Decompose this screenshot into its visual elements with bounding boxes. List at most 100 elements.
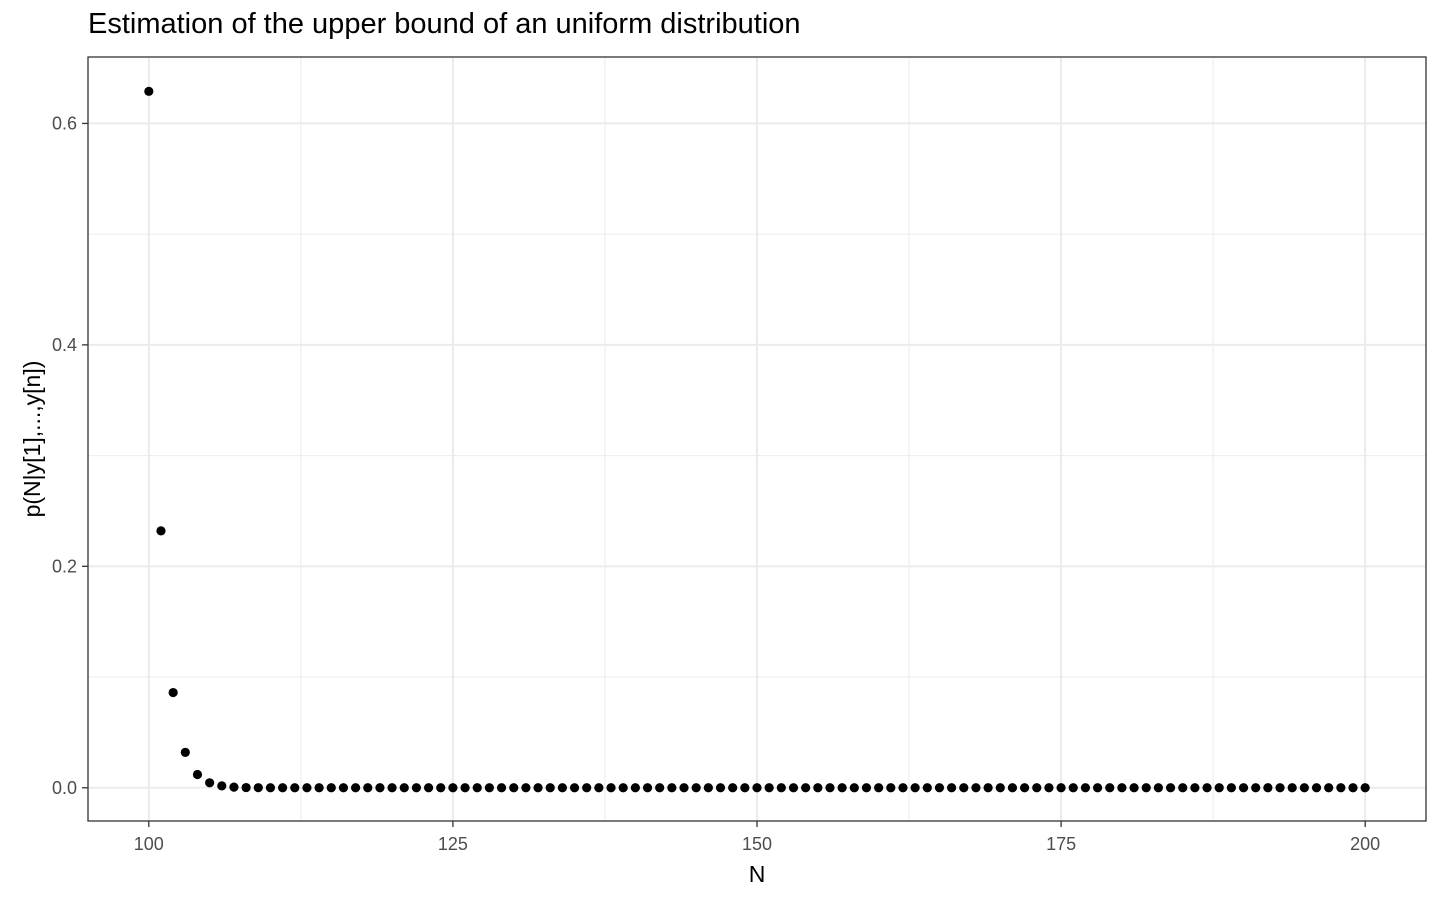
x-axis: 100 125 150 175 200 [134,821,1380,854]
data-point [290,783,300,793]
data-point [728,783,738,793]
data-point [1044,783,1054,793]
data-point [509,783,519,793]
data-point [642,783,653,793]
data-point [582,783,592,793]
data-point [922,783,932,793]
data-point [1032,783,1042,793]
data-point [606,783,616,793]
data-point [156,526,166,536]
data-point [971,783,981,793]
data-point [1165,783,1176,793]
data-point [934,783,945,793]
data-point [326,783,336,793]
data-point [1214,783,1224,793]
data-point [557,783,567,793]
y-tick-label: 0.4 [52,335,77,355]
data-point [898,783,908,793]
data-point [959,783,969,793]
data-point [691,783,701,793]
x-tick-label: 125 [438,834,468,854]
y-axis-title: p(N|y[1],...,y[n]) [19,361,45,518]
data-point [1299,783,1309,793]
data-point [801,783,811,793]
data-point [1178,783,1188,793]
data-point [1020,783,1030,793]
data-point [874,783,884,793]
data-point [752,783,762,793]
data-point [594,783,604,793]
data-point [423,783,434,793]
data-point [1129,783,1139,793]
data-point [1251,783,1261,793]
data-point [436,783,446,793]
data-point [679,783,689,793]
x-tick-label: 175 [1046,834,1076,854]
data-point [241,782,251,793]
data-point [1202,783,1212,793]
data-point [764,783,774,793]
data-point [302,783,312,793]
data-point [205,778,215,788]
data-point [788,783,799,793]
data-point [375,783,385,793]
data-point [1056,783,1066,793]
data-point [776,783,786,793]
data-point [1190,783,1200,793]
y-tick-label: 0.0 [52,778,77,798]
data-points [144,86,1370,793]
x-axis-title: N [749,861,766,887]
y-tick-label: 0.6 [52,113,77,133]
data-point [1007,783,1018,793]
data-point [253,783,263,793]
y-axis: 0.0 0.2 0.4 0.6 [52,113,88,798]
data-point [472,783,482,793]
chart-title: Estimation of the upper bound of an unif… [88,8,801,40]
data-point [1275,783,1285,793]
x-tick-label: 150 [742,834,772,854]
data-point [411,783,422,793]
data-point [338,783,349,793]
data-point [399,783,409,793]
data-point [180,747,190,757]
data-point [1080,783,1091,793]
data-point [995,783,1005,793]
data-point [545,783,555,793]
data-point [1105,783,1115,793]
x-tick-label: 100 [134,834,164,854]
data-point [1141,783,1151,793]
data-point [1117,783,1127,793]
data-point [448,783,458,793]
data-point [278,783,288,793]
data-point [1348,783,1358,793]
data-point [910,783,920,793]
x-tick-label: 200 [1350,834,1380,854]
data-point [703,783,713,793]
data-point [314,783,324,793]
data-point [740,783,750,793]
data-point [1287,783,1297,793]
data-point [533,783,543,793]
data-point [351,783,361,793]
data-point [192,769,203,780]
data-point [1324,783,1334,793]
data-point [1263,783,1273,793]
data-point [1336,783,1346,793]
data-point [1360,783,1370,793]
data-point [618,783,628,793]
data-point [1226,783,1236,793]
data-point [1068,783,1078,793]
data-point [363,783,373,793]
data-point [983,783,993,793]
data-point [460,783,470,793]
data-point [144,86,154,96]
data-point [1153,783,1163,793]
data-point [168,687,178,698]
y-tick-label: 0.2 [52,556,77,576]
data-point [886,783,896,793]
data-point [1092,783,1103,793]
data-point [217,781,227,791]
data-point [813,783,823,793]
data-point [387,783,397,793]
data-point [569,783,580,793]
